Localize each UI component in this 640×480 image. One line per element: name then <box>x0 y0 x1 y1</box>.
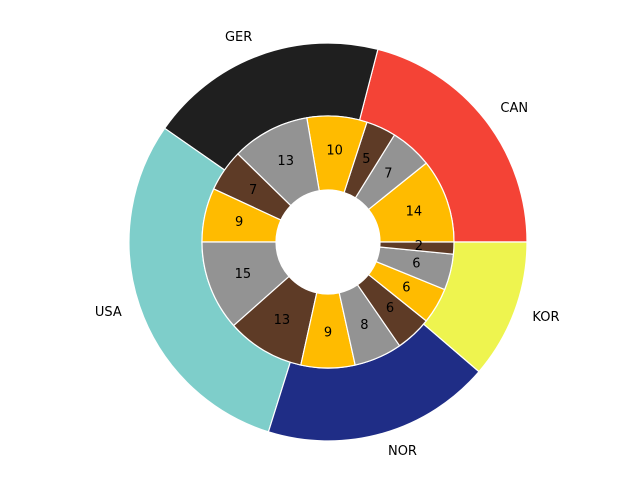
inner-slice-kor-bronze <box>379 241 455 255</box>
inner-label-kor-gold: 6 <box>402 281 410 296</box>
outer-label-nor: NOR <box>388 444 417 459</box>
inner-label-ger-gold: 10 <box>326 144 343 159</box>
outer-label-ger: GER <box>225 30 252 45</box>
outer-label-can: CAN <box>500 101 528 116</box>
inner-label-ger-silver: 13 <box>277 154 294 169</box>
outer-label-kor: KOR <box>532 310 559 325</box>
inner-label-usa-silver: 15 <box>235 267 252 282</box>
inner-label-nor-silver: 8 <box>360 318 368 333</box>
inner-label-usa-gold: 9 <box>235 215 243 230</box>
outer-ring <box>128 42 528 442</box>
outer-label-usa: USA <box>95 305 122 320</box>
inner-ring <box>201 115 455 369</box>
inner-label-kor-bronze: 2 <box>415 239 423 254</box>
outer-labels: CAN GER USA NOR KOR <box>95 30 560 459</box>
inner-label-nor-bronze: 6 <box>386 301 394 316</box>
inner-label-ger-bronze: 7 <box>249 183 257 198</box>
inner-label-nor-gold: 9 <box>324 326 332 341</box>
inner-label-usa-bronze: 13 <box>274 313 291 328</box>
inner-label-can-gold: 14 <box>406 204 423 219</box>
inner-label-kor-silver: 6 <box>412 256 420 271</box>
inner-label-can-bronze: 5 <box>362 152 370 167</box>
inner-label-can-silver: 7 <box>384 166 392 181</box>
